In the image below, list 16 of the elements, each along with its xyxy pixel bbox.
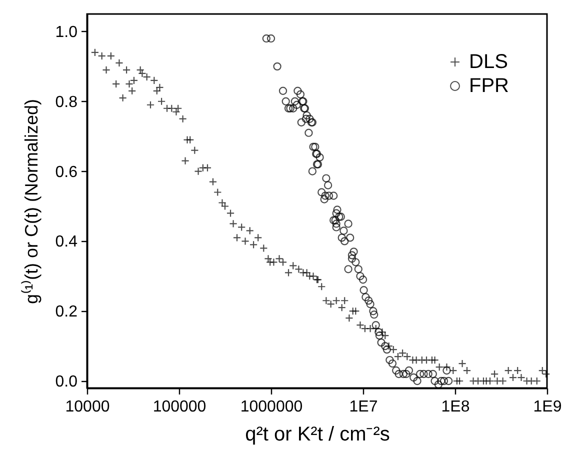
x-tick-label: 100000 [152,398,206,416]
x-axis-title: q²t or K²t / cm⁻²s [245,424,390,446]
x-tick-label: 1000000 [240,398,303,416]
y-tick-label: 0.6 [55,164,78,181]
x-tick-label: 1E7 [349,398,378,416]
y-tick-label: 0.0 [55,374,78,391]
y-tick-label: 1.0 [55,24,78,41]
x-tick-label: 1E8 [441,398,470,416]
x-tick-label: 1E9 [533,398,562,416]
y-tick-label: 0.8 [55,94,78,111]
legend-label: FPR [469,75,509,97]
y-tick-label: 0.4 [55,234,78,251]
y-tick-label: 0.2 [55,304,78,321]
legend-label: DLS [469,51,508,73]
y-axis-title: g⁽¹⁾(t) or C(t) (Normalized) [20,98,42,304]
x-tick-label: 10000 [65,398,110,416]
